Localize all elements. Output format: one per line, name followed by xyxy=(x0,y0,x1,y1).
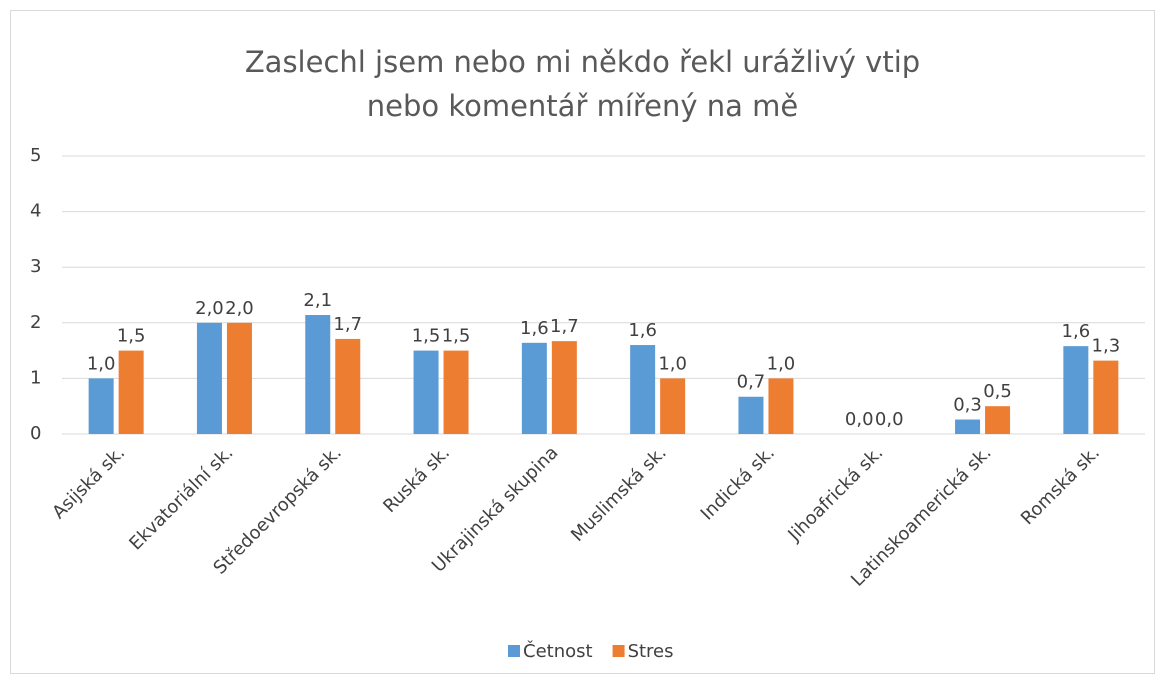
value-label: 1,5 xyxy=(412,326,441,347)
value-label: 1,6 xyxy=(628,320,657,341)
bar xyxy=(118,350,144,434)
bar xyxy=(985,406,1011,434)
y-tick-label: 2 xyxy=(30,312,41,333)
y-tick-label: 3 xyxy=(30,256,41,277)
bar xyxy=(955,419,981,434)
legend-label: Stres xyxy=(628,641,674,662)
bar xyxy=(88,378,114,434)
value-label: 2,1 xyxy=(303,290,332,311)
bar xyxy=(630,345,656,434)
y-tick-label: 5 xyxy=(30,145,41,166)
bar xyxy=(226,322,252,434)
value-label: 1,5 xyxy=(442,326,471,347)
value-label: 1,0 xyxy=(87,353,116,374)
value-label: 2,0 xyxy=(195,298,224,319)
value-label: 0,0 xyxy=(875,409,904,430)
value-label: 1,5 xyxy=(117,326,146,347)
legend-label: Četnost xyxy=(523,640,593,662)
y-tick-label: 4 xyxy=(30,201,41,222)
legend-swatch xyxy=(612,645,625,657)
bar xyxy=(1093,360,1119,434)
value-label: 1,0 xyxy=(658,353,687,374)
value-label: 0,3 xyxy=(953,395,982,416)
chart-title: Zaslechl jsem nebo mi někdo řekl urážliv… xyxy=(244,45,921,123)
bar xyxy=(768,378,794,434)
bar xyxy=(413,350,439,434)
value-label: 0,7 xyxy=(737,372,766,393)
bar xyxy=(738,396,764,434)
bar xyxy=(521,342,547,434)
value-label: 1,0 xyxy=(767,353,796,374)
bar xyxy=(1063,346,1089,434)
value-label: 2,0 xyxy=(225,298,254,319)
value-label: 1,7 xyxy=(333,314,362,335)
value-label: 0,0 xyxy=(845,409,874,430)
bar xyxy=(443,350,469,434)
value-label: 1,3 xyxy=(1092,336,1121,357)
bar xyxy=(305,315,331,434)
y-tick-label: 1 xyxy=(30,367,41,388)
value-label: 1,6 xyxy=(1062,321,1091,342)
bar xyxy=(335,338,361,434)
value-label: 1,6 xyxy=(520,318,549,339)
value-label: 0,5 xyxy=(983,381,1012,402)
value-label: 1,7 xyxy=(550,316,579,337)
legend-swatch xyxy=(508,645,520,657)
bar xyxy=(196,322,222,434)
bar xyxy=(660,378,686,434)
bar xyxy=(551,341,577,434)
y-tick-label: 0 xyxy=(30,423,41,444)
